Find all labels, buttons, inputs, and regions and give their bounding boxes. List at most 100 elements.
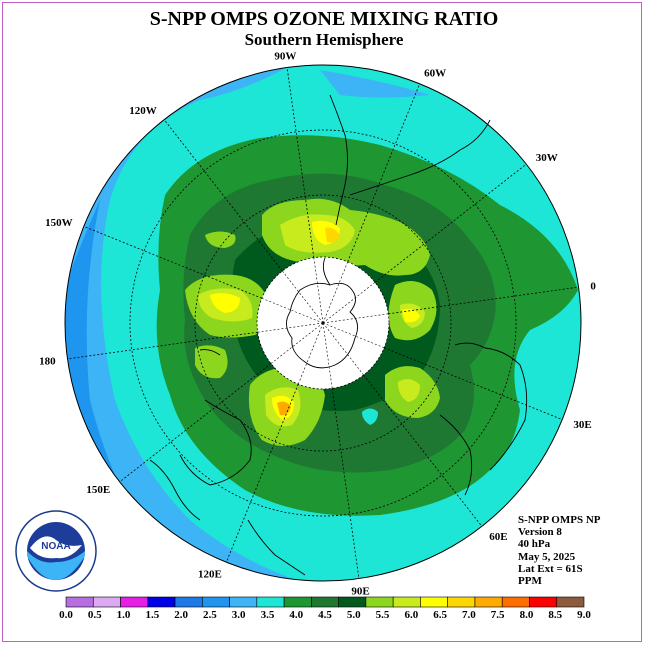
longitude-label: 0 [590, 280, 596, 292]
colorbar-tick-label: 3.5 [261, 609, 275, 621]
meridian-spoke [313, 257, 324, 324]
info-line-date: May 5, 2025 [518, 550, 576, 563]
colorbar-tick-label: 2.5 [203, 609, 217, 621]
colorbar-labels: 0.0 0.5 1.0 1.5 2.0 2.5 3.0 3.5 4.0 4.5 5.0 5.5 6.0 6… [59, 609, 591, 621]
info-line-units: PPM [518, 575, 542, 588]
meridian-spoke [257, 322, 324, 333]
low-spot [362, 408, 378, 425]
info-line-lat-ext: Lat Ext = 61S [518, 562, 583, 575]
field-3.0-3.5 [65, 65, 330, 581]
meridian-spoke [261, 297, 324, 324]
meridian-spoke [322, 322, 333, 389]
coastlines [149, 94, 528, 576]
colorbar-tick-label: 7.0 [462, 609, 476, 621]
colorbar-tick-label: 8.5 [548, 609, 562, 621]
meridian-line [67, 331, 258, 360]
longitude-label: 120W [129, 105, 157, 117]
meridian-line [83, 225, 262, 299]
colorbar-tick-label: 4.0 [289, 609, 303, 621]
colorbar-swatch [256, 596, 285, 608]
colorbar-tick-label: 1.0 [117, 609, 131, 621]
meridian-line [384, 347, 563, 421]
latitude-circles [129, 129, 517, 517]
map-boundary [64, 64, 582, 582]
meridian-spoke [322, 313, 389, 324]
colorbar-tick-label: 9.0 [577, 609, 591, 621]
colorbar-swatch [365, 596, 394, 608]
colorbar-tick-label: 1.5 [145, 609, 159, 621]
info-line-instrument: S-NPP OMPS NP [518, 514, 601, 526]
colorbar-tick-label: 6.0 [404, 609, 418, 621]
colorbar-tick-label: 6.5 [433, 609, 447, 621]
colorbar-swatch [501, 596, 530, 608]
colorbar-swatch [338, 596, 367, 608]
meridian-line [347, 83, 421, 262]
meridians [67, 67, 579, 579]
colorbar-tick-label: 2.0 [174, 609, 188, 621]
lobe-northwest [205, 231, 236, 248]
colorbar [65, 596, 585, 608]
peak-southeast [398, 379, 420, 402]
colorbar-swatch [556, 596, 585, 608]
colorbar-tick-label: 0.5 [88, 609, 102, 621]
colorbar-tick-label: 0.0 [59, 609, 73, 621]
longitude-label: 180 [39, 356, 56, 368]
colorbar-swatch [283, 596, 312, 608]
colorbar-tick-label: 3.0 [232, 609, 246, 621]
longitude-label: 150W [45, 217, 73, 229]
info-line-version: Version 8 [518, 526, 562, 539]
colorbar-swatch [229, 596, 258, 608]
meridian-spoke [270, 322, 324, 364]
meridian-spoke [322, 322, 364, 376]
colorbar-tick-label: 7.5 [491, 609, 505, 621]
meridian-line [388, 286, 579, 315]
meridian-spoke [322, 261, 349, 324]
meridian-line [225, 384, 299, 563]
colorbar-tick-label: 4.5 [318, 609, 332, 621]
logo-text: NOAA [41, 541, 70, 552]
colorbar-swatch [311, 596, 339, 608]
australia-coast [179, 399, 252, 486]
meridian-spoke [282, 270, 324, 324]
colorbar-swatch [147, 596, 176, 608]
colorbar-swatch [202, 596, 230, 608]
colorbar-tick-label: 5.0 [347, 609, 361, 621]
longitude-label: 150E [86, 484, 110, 496]
meridian-spoke [322, 322, 385, 349]
longitude-label: 30W [536, 152, 558, 164]
longitude-label: 90E [351, 585, 369, 597]
max-west [210, 293, 240, 313]
colorbar-swatch [420, 596, 448, 608]
meridian-line [163, 119, 283, 272]
colorbar-swatch [529, 596, 558, 608]
field-3.0-3.5-b [320, 70, 430, 98]
meridian-line [374, 163, 527, 283]
madagascar-area [439, 414, 473, 496]
south-america-east [349, 119, 491, 196]
max-east [402, 308, 420, 323]
meridian-line [331, 388, 360, 579]
colorbar-swatch [174, 596, 203, 608]
new-zealand-area [149, 459, 201, 521]
lobe-southwest [195, 345, 228, 379]
ice-shelf [199, 349, 221, 356]
noaa-logo: NOAA [15, 510, 97, 592]
africa-coast [454, 342, 528, 471]
colorbar-tick-label: 5.5 [376, 609, 390, 621]
antarctic-peninsula [322, 257, 331, 286]
colorbar-swatch [392, 596, 421, 608]
longitude-label: 60E [489, 531, 507, 543]
colorbar-swatch [65, 596, 94, 608]
map-subtitle: Southern Hemisphere [244, 30, 404, 49]
info-block: S-NPP OMPS NP Version 8 40 hPa May 5, 20… [518, 514, 601, 587]
south-america-coast [329, 94, 348, 226]
longitude-labels: 90W 60W 30W 0 30E 60E 90E 120E 150E 180 150W 120W [39, 51, 596, 598]
colorbar-swatch [92, 596, 121, 608]
longitude-label: 90W [274, 51, 296, 63]
australia-south [247, 519, 306, 576]
colorbar-swatch [474, 596, 503, 608]
colorbar-swatch [447, 596, 476, 608]
meridian-line [119, 363, 272, 483]
colorbar-tick-label: 8.0 [520, 609, 534, 621]
colorbar-swatch [120, 596, 149, 608]
